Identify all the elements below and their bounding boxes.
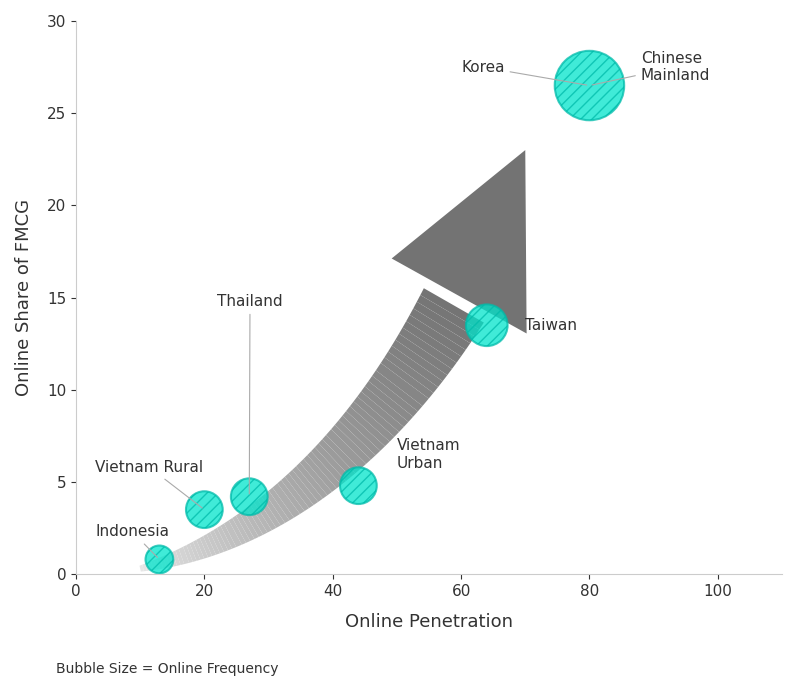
Text: Taiwan: Taiwan — [525, 318, 577, 333]
Polygon shape — [304, 455, 336, 492]
Text: Korea: Korea — [461, 60, 587, 85]
Polygon shape — [391, 150, 527, 333]
Polygon shape — [229, 518, 246, 545]
Polygon shape — [203, 534, 216, 556]
Polygon shape — [281, 477, 309, 511]
Polygon shape — [148, 561, 153, 570]
Polygon shape — [190, 541, 200, 561]
Polygon shape — [145, 563, 150, 571]
Polygon shape — [257, 497, 281, 528]
Polygon shape — [392, 340, 447, 381]
Polygon shape — [322, 435, 360, 473]
Polygon shape — [254, 499, 277, 530]
Polygon shape — [335, 420, 375, 460]
Polygon shape — [154, 559, 160, 570]
Polygon shape — [160, 556, 167, 569]
Point — [198, 504, 210, 515]
Polygon shape — [300, 459, 332, 495]
Polygon shape — [250, 502, 272, 532]
Polygon shape — [151, 560, 156, 570]
Text: Indonesia: Indonesia — [95, 524, 169, 557]
Polygon shape — [183, 545, 193, 563]
Polygon shape — [420, 289, 484, 330]
Polygon shape — [179, 547, 189, 564]
Polygon shape — [217, 526, 232, 550]
Polygon shape — [277, 480, 304, 514]
Polygon shape — [406, 315, 465, 357]
Point — [243, 491, 256, 502]
Polygon shape — [273, 483, 300, 518]
Text: Vietnam
Urban: Vietnam Urban — [397, 438, 461, 471]
Polygon shape — [308, 451, 341, 488]
Polygon shape — [200, 536, 212, 557]
Polygon shape — [224, 520, 241, 547]
Polygon shape — [410, 308, 470, 350]
Polygon shape — [414, 302, 475, 344]
Polygon shape — [186, 543, 197, 562]
Polygon shape — [169, 552, 177, 567]
Point — [352, 480, 365, 491]
Polygon shape — [311, 447, 346, 485]
Polygon shape — [163, 555, 170, 568]
Polygon shape — [326, 429, 366, 469]
Polygon shape — [175, 549, 184, 565]
Polygon shape — [384, 352, 438, 393]
Polygon shape — [214, 528, 228, 552]
Polygon shape — [196, 538, 208, 559]
Polygon shape — [315, 443, 351, 481]
Polygon shape — [296, 462, 328, 499]
Polygon shape — [319, 439, 355, 477]
Polygon shape — [143, 563, 147, 572]
Polygon shape — [206, 532, 220, 554]
Polygon shape — [166, 554, 174, 567]
Point — [481, 319, 493, 330]
Polygon shape — [239, 510, 259, 539]
Polygon shape — [289, 470, 318, 505]
Polygon shape — [139, 565, 144, 572]
Polygon shape — [292, 466, 323, 502]
Polygon shape — [265, 491, 289, 523]
Polygon shape — [172, 550, 181, 566]
Polygon shape — [372, 370, 422, 412]
Polygon shape — [395, 334, 452, 375]
Polygon shape — [357, 392, 404, 432]
Polygon shape — [346, 406, 390, 447]
Polygon shape — [361, 386, 409, 427]
Polygon shape — [157, 558, 163, 569]
Polygon shape — [368, 376, 418, 417]
X-axis label: Online Penetration: Online Penetration — [345, 613, 513, 631]
Polygon shape — [350, 401, 395, 442]
Polygon shape — [236, 513, 254, 541]
Polygon shape — [399, 328, 457, 369]
Point — [583, 80, 596, 91]
Polygon shape — [221, 523, 236, 549]
Polygon shape — [339, 416, 380, 455]
Text: Chinese
Mainland: Chinese Mainland — [592, 51, 710, 85]
Polygon shape — [417, 295, 479, 337]
Text: Thailand: Thailand — [218, 294, 283, 494]
Polygon shape — [285, 473, 314, 508]
Point — [153, 554, 166, 565]
Polygon shape — [343, 411, 385, 451]
Polygon shape — [247, 505, 268, 534]
Polygon shape — [193, 540, 204, 560]
Y-axis label: Online Share of FMCG: Online Share of FMCG — [15, 199, 33, 396]
Polygon shape — [210, 530, 224, 553]
Text: Bubble Size = Online Frequency: Bubble Size = Online Frequency — [56, 662, 278, 676]
Polygon shape — [381, 357, 434, 398]
Polygon shape — [261, 494, 285, 526]
Text: Vietnam Rural: Vietnam Rural — [95, 460, 203, 508]
Polygon shape — [354, 396, 399, 437]
Polygon shape — [331, 425, 371, 464]
Polygon shape — [232, 515, 250, 543]
Polygon shape — [365, 381, 413, 422]
Polygon shape — [243, 508, 263, 537]
Polygon shape — [376, 363, 429, 406]
Polygon shape — [402, 322, 461, 363]
Polygon shape — [269, 488, 294, 520]
Polygon shape — [388, 346, 442, 387]
